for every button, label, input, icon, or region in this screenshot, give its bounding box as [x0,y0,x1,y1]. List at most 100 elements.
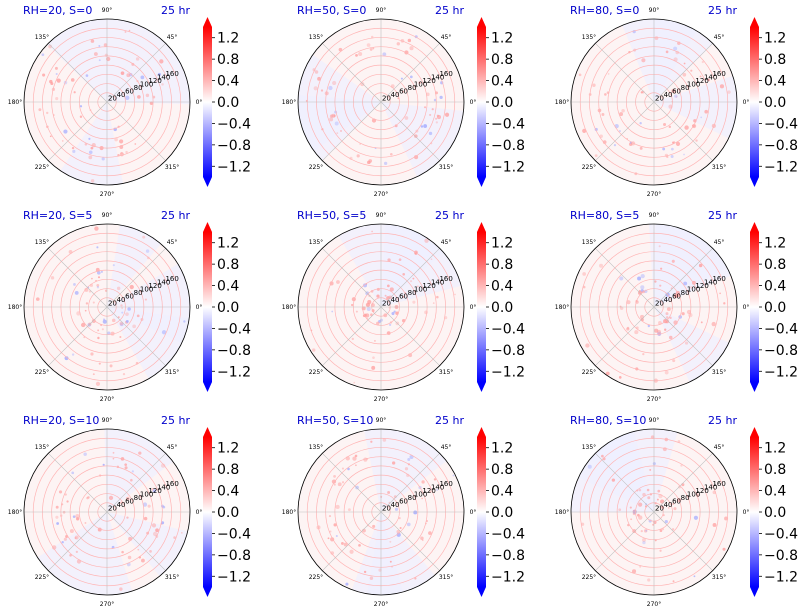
r-tick-label: 160 [165,70,178,78]
field-speckle [126,516,129,519]
colorbar-gradient [750,232,759,382]
theta-tick-label: 180° [555,304,569,311]
r-tick-label: 100 [687,285,700,293]
field-speckle [433,98,437,102]
r-tick-label: 120 [422,282,435,290]
field-speckle [587,464,592,469]
field-speckle [684,341,689,345]
field-speckle [429,113,432,117]
field-speckle [341,542,344,545]
field-speckle [407,38,412,43]
panel-time-label: 25 hr [161,209,190,222]
theta-tick-label: 0° [743,99,750,106]
r-tick-label: 140 [704,278,717,286]
angular-gridline [322,511,382,571]
theta-tick-label: 135° [35,239,49,246]
field-speckle [673,507,677,511]
theta-tick-label: 45° [714,34,725,41]
field-speckle [642,492,646,497]
r-tick-label: 80 [681,84,690,92]
field-speckle [669,316,672,320]
field-speckle [594,154,598,158]
colorbar-extend-top [203,17,212,27]
field-speckle [90,146,94,150]
field-speckle [70,78,75,82]
angular-gridline [48,453,108,513]
field-speckle [421,480,425,484]
field-speckle [367,299,372,305]
field-speckle [161,83,164,86]
field-speckle [124,30,127,33]
field-speckle [454,293,456,296]
theta-tick-label: 0° [470,509,477,516]
colorbar-tick-label: −0.4 [491,321,525,337]
field-speckle [431,108,434,111]
theta-tick-label: 0° [470,304,477,311]
polar-panel: RH=80, S=0 25 hr 0° 45° 90° 135° 180° 225° 270° 3… [555,4,798,198]
field-speckle [671,259,675,263]
field-speckle [87,496,90,499]
field-speckle [161,330,167,335]
field-speckle [637,513,640,517]
field-speckle [107,331,111,335]
field-speckle [601,454,604,458]
angular-gridline [322,306,382,366]
field-speckle [71,353,75,356]
colorbar: 1.2 0.8 0.4 0.0 −0.4 −0.8 −1.2 [750,222,798,392]
r-tick-label: 140 [431,483,444,491]
angular-gridline [106,248,166,308]
field-speckle [137,95,141,99]
field-speckle [652,462,656,466]
r-tick-label: 20 [655,504,664,512]
colorbar-gradient [203,437,212,587]
theta-tick-label: 270° [374,191,388,198]
r-tick-label: 160 [439,275,452,283]
theta-tick-label: 135° [35,34,49,41]
field-speckle [719,292,721,295]
negative-region [298,95,381,161]
field-speckle [424,310,428,315]
field-speckle [388,323,392,327]
field-speckle [430,258,433,261]
angular-gridline [48,248,108,308]
panel-title: RH=20, S=5 [23,209,92,222]
colorbar-gradient [477,232,486,382]
panel-title: RH=20, S=10 [23,414,99,427]
field-speckle [712,523,717,527]
field-speckle [334,483,336,486]
field-speckle [700,116,703,119]
field-speckle [376,321,380,326]
field-speckle [337,482,342,487]
field-speckle [56,522,60,525]
field-speckle [416,285,419,288]
field-speckle [675,141,681,146]
field-speckle [669,335,673,340]
r-tick-label: 80 [681,494,690,502]
r-tick-label: 40 [664,501,673,509]
colorbar-tick-label: 0.0 [217,95,239,111]
r-tick-label: 20 [655,299,664,307]
field-speckle [95,381,101,386]
field-speckle [724,516,729,521]
panel-title: RH=50, S=5 [297,209,366,222]
colorbar-tick-label: −1.2 [217,159,251,175]
colorbar-tick-label: 0.8 [217,257,239,273]
theta-tick-label: 270° [100,601,114,608]
theta-tick-label: 135° [309,34,323,41]
colorbar-tick-label: −0.4 [491,526,525,542]
field-speckle [640,285,645,290]
field-speckle [46,111,49,115]
angular-gridline [322,453,382,513]
field-speckle [618,130,621,133]
colorbar-extend-top [750,427,759,437]
theta-tick-label: 270° [100,396,114,403]
field-speckle [88,155,93,160]
panel-time-label: 25 hr [161,414,190,427]
field-speckle [94,226,99,231]
field-speckle [723,302,726,305]
theta-tick-label: 315° [712,164,726,171]
field-speckle [96,283,100,287]
field-speckle [383,161,388,166]
field-speckle [387,491,391,494]
field-speckle [112,451,115,454]
